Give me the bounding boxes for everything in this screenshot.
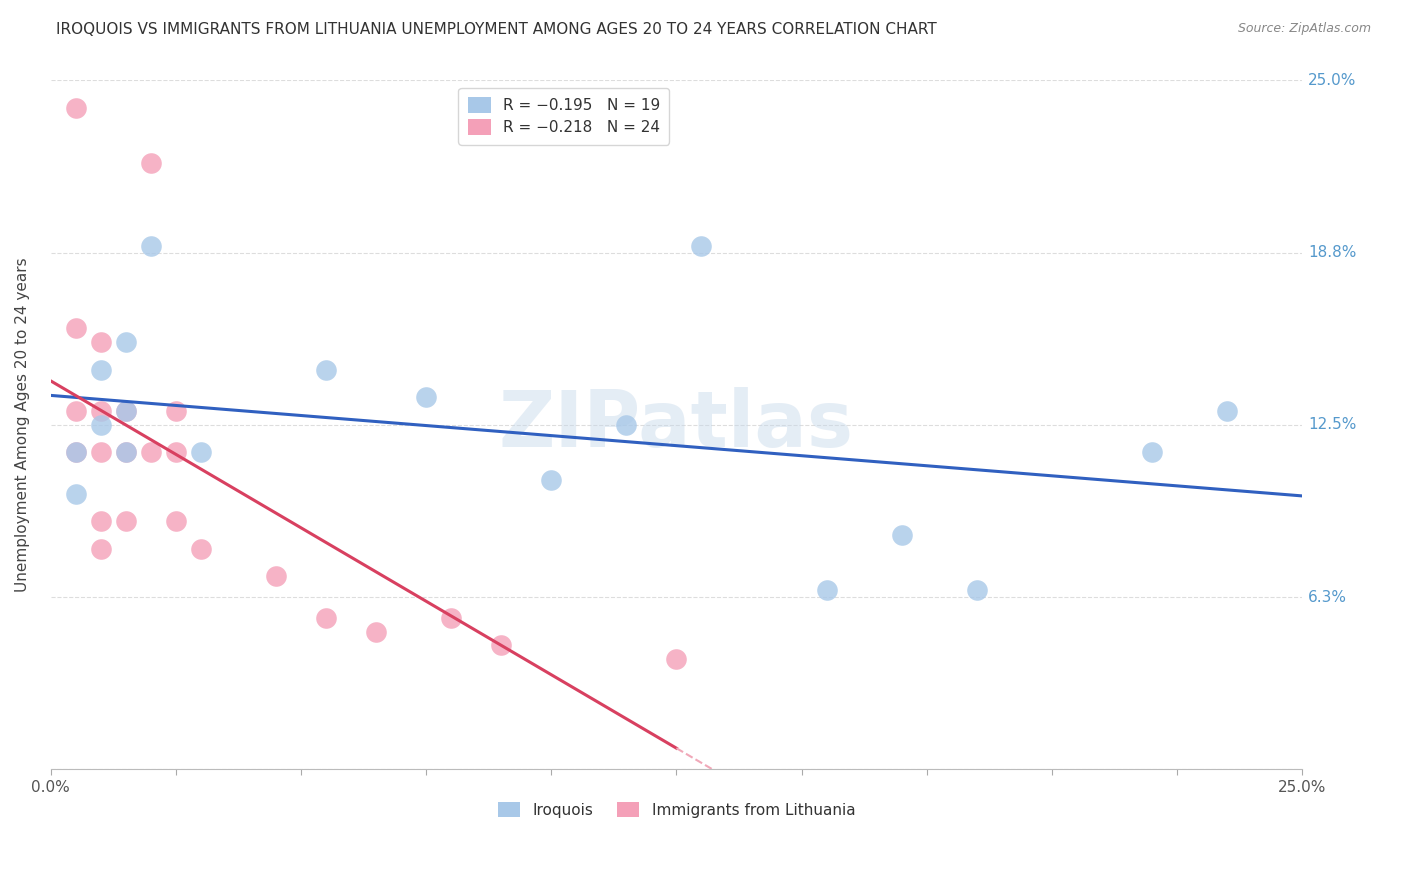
Text: 6.3%: 6.3% (1308, 590, 1347, 605)
Point (115, 335, 138, 350)
Point (690, 239, 713, 253)
Text: 12.5%: 12.5% (1308, 417, 1357, 433)
Text: 25.0%: 25.0% (1308, 73, 1357, 88)
Point (90, 335, 112, 350)
Point (366, 624, 388, 639)
Point (190, 445, 212, 459)
Point (115, 404, 138, 418)
Text: IROQUOIS VS IMMIGRANTS FROM LITHUANIA UNEMPLOYMENT AMONG AGES 20 TO 24 YEARS COR: IROQUOIS VS IMMIGRANTS FROM LITHUANIA UN… (56, 22, 936, 37)
Point (65, 404, 87, 418)
Point (165, 514, 187, 528)
Point (540, 473, 562, 487)
Point (616, 417, 638, 432)
Point (264, 569, 287, 583)
Point (115, 404, 138, 418)
Point (65, 445, 87, 459)
Point (491, 638, 513, 652)
Point (815, 583, 838, 598)
Point (65, 487, 87, 501)
Point (190, 541, 212, 556)
Point (890, 528, 912, 542)
Point (115, 445, 138, 459)
Point (90, 363, 112, 377)
Point (90, 445, 112, 459)
Point (90, 404, 112, 418)
Point (165, 445, 187, 459)
Legend: Iroquois, Immigrants from Lithuania: Iroquois, Immigrants from Lithuania (492, 796, 862, 823)
Point (165, 404, 187, 418)
Point (115, 514, 138, 528)
Point (65, 321, 87, 335)
Point (440, 611, 463, 625)
Text: Source: ZipAtlas.com: Source: ZipAtlas.com (1237, 22, 1371, 36)
Point (966, 583, 988, 598)
Text: 18.8%: 18.8% (1308, 245, 1357, 260)
Point (90, 514, 112, 528)
Point (415, 390, 437, 404)
Point (1216, 404, 1239, 418)
Point (139, 239, 162, 253)
Point (65, 445, 87, 459)
Point (665, 652, 688, 666)
Point (65, 101, 87, 115)
Point (139, 445, 162, 459)
Point (315, 363, 337, 377)
Point (90, 417, 112, 432)
Point (315, 611, 337, 625)
Point (1140, 445, 1163, 459)
Point (90, 541, 112, 556)
Text: ZIPatlas: ZIPatlas (499, 387, 853, 463)
Point (115, 445, 138, 459)
Point (139, 156, 162, 170)
Y-axis label: Unemployment Among Ages 20 to 24 years: Unemployment Among Ages 20 to 24 years (15, 258, 30, 592)
